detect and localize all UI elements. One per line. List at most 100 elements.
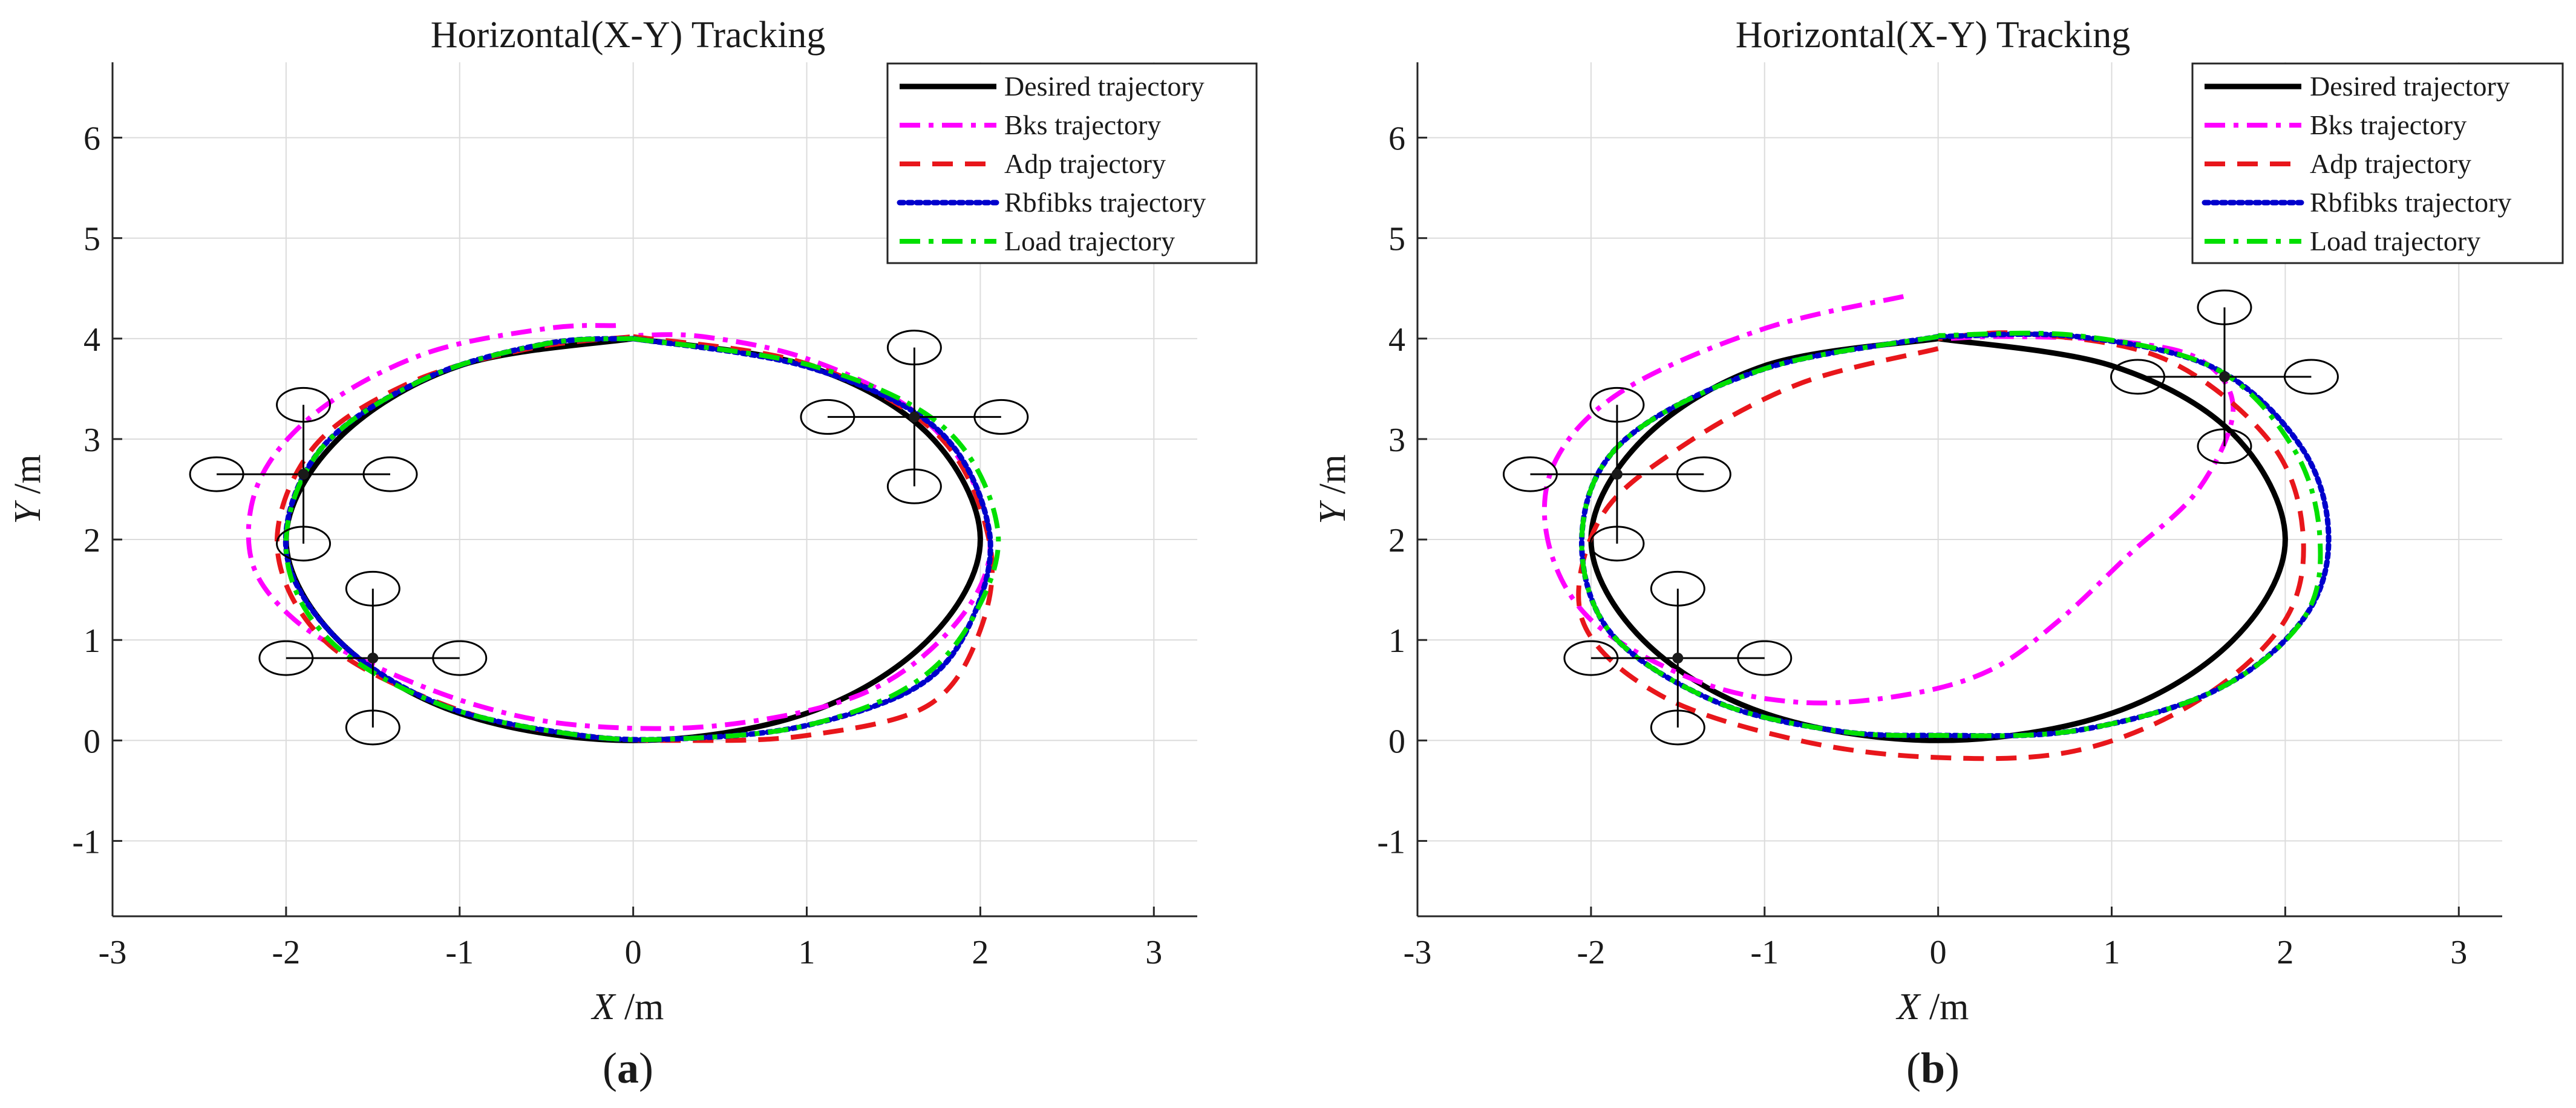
x-tick-label: 2 bbox=[2277, 934, 2293, 971]
legend-label: Load trajectory bbox=[1004, 226, 1175, 256]
legend-label: Bks trajectory bbox=[1004, 109, 1161, 140]
drone-icons bbox=[1502, 289, 2339, 746]
x-tick-label: -3 bbox=[99, 934, 127, 971]
quadrotor-rotor bbox=[189, 456, 244, 492]
x-tick-label: -3 bbox=[1404, 934, 1432, 971]
series-desired-trajectory bbox=[1588, 336, 2288, 743]
quadrotor-icon bbox=[258, 570, 488, 746]
quadrotor-rotor bbox=[800, 399, 855, 435]
x-tick-label: 1 bbox=[799, 934, 816, 971]
series-load-trajectory bbox=[1579, 330, 2323, 738]
quadrotor-rotor bbox=[432, 640, 488, 676]
legend-label: Load trajectory bbox=[2310, 226, 2480, 256]
x-tick-label: -2 bbox=[1577, 934, 1606, 971]
y-tick-label: 5 bbox=[83, 221, 100, 258]
quadrotor-rotor bbox=[1676, 456, 1731, 492]
quadrotor-hub bbox=[2218, 371, 2230, 382]
quadrotor-icon bbox=[800, 330, 1029, 504]
x-tick-label: 0 bbox=[625, 934, 642, 971]
panel-a: -3 -2 -1 0 1 2 3 -1 0 1 2 3 4 5 6 Horizontal(X-Y) Trac… bbox=[7, 15, 1258, 1092]
panel-a-label: (a) bbox=[603, 1044, 653, 1092]
legend-entry-adp-trajectory: Adp trajectory bbox=[900, 148, 1166, 179]
y-tick-label: 6 bbox=[83, 120, 100, 158]
panel-b-ylabel: Y /m bbox=[1312, 454, 1353, 524]
y-tick-label: 4 bbox=[83, 321, 100, 359]
quadrotor-icon bbox=[2110, 289, 2339, 464]
legend-label: Desired trajectory bbox=[2310, 71, 2510, 102]
x-tick-label: 1 bbox=[2104, 934, 2120, 971]
y-tick-label: 2 bbox=[83, 522, 100, 559]
axes-frame bbox=[1416, 62, 2502, 917]
quadrotor-hub bbox=[909, 411, 920, 423]
series-layer bbox=[246, 323, 1001, 743]
quadrotor-icon bbox=[189, 386, 418, 562]
legend-entry-bks-trajectory: Bks trajectory bbox=[900, 109, 1161, 140]
panel-b-label: (b) bbox=[1906, 1044, 1960, 1092]
quadrotor-hub bbox=[1611, 469, 1623, 480]
legend-entry-desired-trajectory: Desired trajectory bbox=[2205, 71, 2510, 102]
legend-label: Adp trajectory bbox=[1004, 148, 1166, 179]
panel-b-title: Horizontal(X-Y) Tracking bbox=[1736, 15, 2131, 56]
x-tick-label: 0 bbox=[1930, 934, 1947, 971]
series-layer bbox=[1541, 294, 2332, 761]
y-tick-label: 5 bbox=[1388, 221, 1405, 258]
y-tick-label: 0 bbox=[1388, 723, 1405, 760]
drone-icons bbox=[189, 330, 1029, 746]
series-load-trajectory bbox=[283, 336, 1001, 743]
gridlines bbox=[1417, 62, 2502, 916]
x-tick-label: -2 bbox=[272, 934, 301, 971]
y-tick-label: 3 bbox=[83, 422, 100, 459]
quadrotor-rotor bbox=[886, 330, 942, 366]
y-tick-label: 3 bbox=[1388, 422, 1405, 459]
legend: Desired trajectory Bks trajectory Adp traj… bbox=[2191, 62, 2564, 264]
axes-frame bbox=[111, 62, 1197, 917]
legend-entry-rbfibks-trajectory: Rbfibks trajectory bbox=[2202, 187, 2511, 218]
legend-label: Adp trajectory bbox=[2310, 148, 2471, 179]
series-adp-trajectory bbox=[1576, 330, 2306, 761]
legend-items: Desired trajectory Bks trajectory Adp traj… bbox=[2202, 71, 2511, 256]
legend-label: Desired trajectory bbox=[1004, 71, 1205, 102]
panel-a-ylabel: Y /m bbox=[7, 454, 48, 524]
quadrotor-rotor bbox=[258, 640, 314, 676]
legend-entry-load-trajectory: Load trajectory bbox=[900, 226, 1175, 256]
y-tick-label: 0 bbox=[83, 723, 100, 760]
y-tick-label: -1 bbox=[72, 823, 100, 861]
legend-label: Rbfibks trajectory bbox=[2310, 187, 2511, 218]
quadrotor-rotor bbox=[2283, 359, 2339, 395]
series-bks-trajectory bbox=[1541, 294, 2236, 706]
quadrotor-hub bbox=[298, 469, 309, 480]
legend-entry-load-trajectory: Load trajectory bbox=[2205, 226, 2480, 256]
legend-entry-rbfibks-trajectory: Rbfibks trajectory bbox=[897, 187, 1206, 218]
quadrotor-rotor bbox=[2197, 289, 2252, 325]
quadrotor-rotor bbox=[276, 526, 332, 562]
quadrotor-icon bbox=[1563, 570, 1793, 746]
series-bks-trajectory bbox=[246, 323, 993, 731]
legend-entry-adp-trajectory: Adp trajectory bbox=[2205, 148, 2471, 179]
quadrotor-rotor bbox=[1737, 640, 1793, 676]
series-rbfibks-trajectory bbox=[283, 336, 993, 743]
quadrotor-rotor bbox=[1563, 640, 1619, 676]
quadrotor-rotor bbox=[345, 709, 400, 746]
quadrotor-rotor bbox=[973, 399, 1029, 435]
panel-b: -3 -2 -1 0 1 2 3 -1 0 1 2 3 4 5 6 Horizontal(X-Y) Trac… bbox=[1312, 15, 2564, 1092]
legend-items: Desired trajectory Bks trajectory Adp traj… bbox=[897, 71, 1206, 256]
quadrotor-rotor bbox=[276, 386, 332, 423]
tick-labels: -3 -2 -1 0 1 2 3 -1 0 1 2 3 4 5 6 bbox=[72, 120, 1162, 971]
quadrotor-rotor bbox=[2110, 359, 2166, 395]
legend-entry-desired-trajectory: Desired trajectory bbox=[900, 71, 1205, 102]
legend-label: Bks trajectory bbox=[2310, 109, 2466, 140]
panel-a-title: Horizontal(X-Y) Tracking bbox=[431, 15, 826, 56]
quadrotor-hub bbox=[1672, 653, 1684, 664]
x-tick-label: 2 bbox=[972, 934, 989, 971]
legend: Desired trajectory Bks trajectory Adp traj… bbox=[886, 62, 1258, 264]
quadrotor-icon bbox=[1502, 386, 1731, 562]
x-tick-label: 3 bbox=[1145, 934, 1162, 971]
legend-label: Rbfibks trajectory bbox=[1004, 187, 1206, 218]
quadrotor-rotor bbox=[1589, 386, 1645, 423]
y-tick-label: 4 bbox=[1388, 321, 1405, 359]
x-tick-label: 3 bbox=[2450, 934, 2467, 971]
quadrotor-rotor bbox=[1589, 526, 1645, 562]
quadrotor-rotor bbox=[2197, 428, 2252, 464]
quadrotor-rotor bbox=[345, 570, 400, 607]
